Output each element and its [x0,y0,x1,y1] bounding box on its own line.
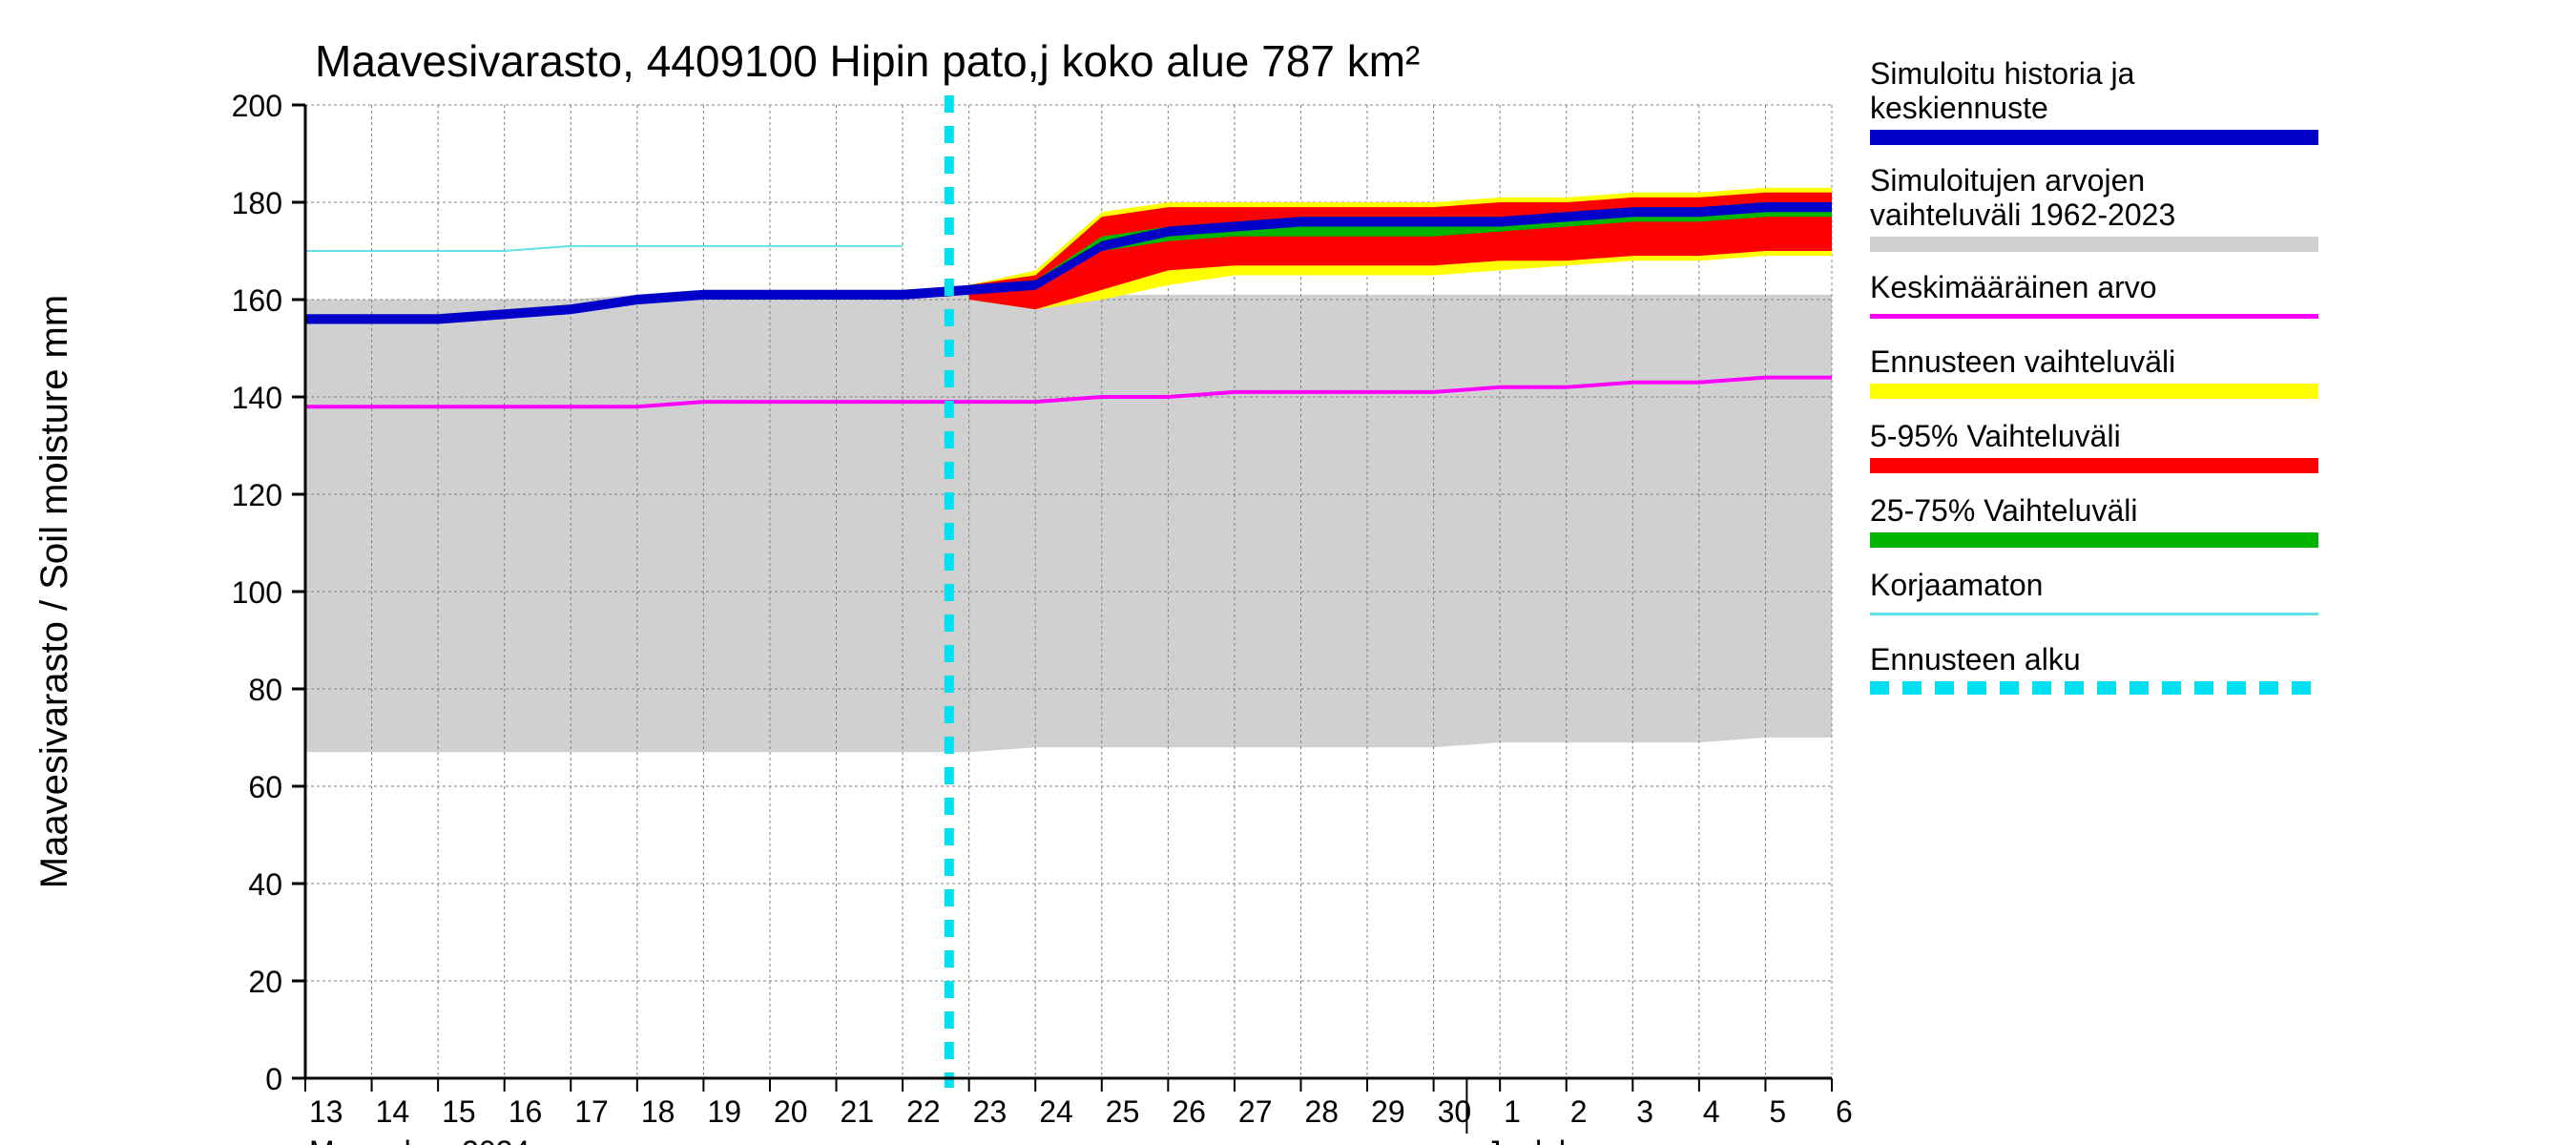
xtick-label: 21 [841,1094,875,1129]
chart-container: 0204060801001201401601802001314151617181… [0,0,2576,1145]
xtick-label: 27 [1238,1094,1273,1129]
ytick-label: 0 [265,1062,282,1096]
legend-swatch-yellow [1870,384,2318,399]
xtick-label: 13 [309,1094,343,1129]
legend-swatch-fcstart [1967,681,1986,695]
xtick-label: 4 [1703,1094,1720,1129]
ytick-label: 180 [232,186,282,220]
xtick-label: 24 [1039,1094,1073,1129]
xtick-label: 23 [973,1094,1008,1129]
legend-swatch-fcstart [2227,681,2246,695]
xtick-label: 2 [1570,1094,1588,1129]
legend-label: Ennusteen alku [1870,642,2081,677]
legend-swatch-red [1870,458,2318,473]
legend-label: Simuloitu historia ja [1870,56,2135,91]
xtick-label: 20 [774,1094,808,1129]
xtick-label: 26 [1172,1094,1206,1129]
legend-swatch-fcstart [2162,681,2181,695]
month1-fi: Marraskuu 2024 [309,1135,530,1145]
chart-svg: 0204060801001201401601802001314151617181… [0,0,2576,1145]
ytick-label: 100 [232,575,282,610]
legend-swatch-fcstart [1870,681,1889,695]
ytick-label: 200 [232,89,282,123]
xtick-label: 28 [1304,1094,1339,1129]
xtick-label: 14 [376,1094,410,1129]
legend-label: Ennusteen vaihteluväli [1870,344,2175,379]
xtick-label: 1 [1504,1094,1521,1129]
legend-label: 5-95% Vaihteluväli [1870,419,2121,453]
legend-label: Simuloitujen arvojen [1870,163,2145,198]
legend-swatch-fcstart [2129,681,2149,695]
ytick-label: 120 [232,478,282,512]
legend-swatch-fcstart [2259,681,2278,695]
legend-label: vaihteluväli 1962-2023 [1870,198,2175,232]
xtick-label: 29 [1371,1094,1405,1129]
xtick-label: 6 [1836,1094,1853,1129]
month2-fi: Joulukuu [1485,1135,1608,1145]
legend-swatch-sim [1870,130,2318,145]
ytick-label: 60 [248,770,282,804]
legend-swatch-grey [1870,237,2318,252]
ytick-label: 80 [248,673,282,707]
legend-label: Korjaamaton [1870,568,2043,602]
legend-swatch-fcstart [2000,681,2019,695]
xtick-label: 19 [707,1094,741,1129]
legend-swatch-fcstart [2097,681,2116,695]
legend-swatch-fcstart [2292,681,2311,695]
xtick-label: 22 [906,1094,941,1129]
ytick-label: 20 [248,965,282,999]
legend-label: keskiennuste [1870,91,2048,125]
xtick-label: 25 [1106,1094,1140,1129]
history-range-band [305,295,1832,752]
legend-swatch-fcstart [2194,681,2213,695]
xtick-label: 17 [574,1094,609,1129]
xtick-label: 15 [442,1094,476,1129]
ytick-label: 40 [248,867,282,902]
legend-swatch-uncorr [1870,613,2318,615]
ytick-label: 160 [232,283,282,318]
xtick-label: 18 [641,1094,675,1129]
uncorrected-line [305,246,903,251]
legend-swatch-fcstart [1935,681,1954,695]
chart-title: Maavesivarasto, 4409100 Hipin pato,j kok… [315,36,1420,86]
xtick-label: 16 [509,1094,543,1129]
ytick-label: 140 [232,381,282,415]
legend-swatch-mean [1870,314,2318,319]
xtick-label: 3 [1636,1094,1653,1129]
legend-swatch-fcstart [1902,681,1922,695]
y-axis-label: Maavesivarasto / Soil moisture mm [33,295,75,888]
xtick-label: 5 [1769,1094,1786,1129]
legend-label: Keskimääräinen arvo [1870,270,2157,304]
legend-swatch-fcstart [2065,681,2084,695]
legend-swatch-green [1870,532,2318,548]
legend-swatch-fcstart [2032,681,2051,695]
legend-label: 25-75% Vaihteluväli [1870,493,2137,528]
